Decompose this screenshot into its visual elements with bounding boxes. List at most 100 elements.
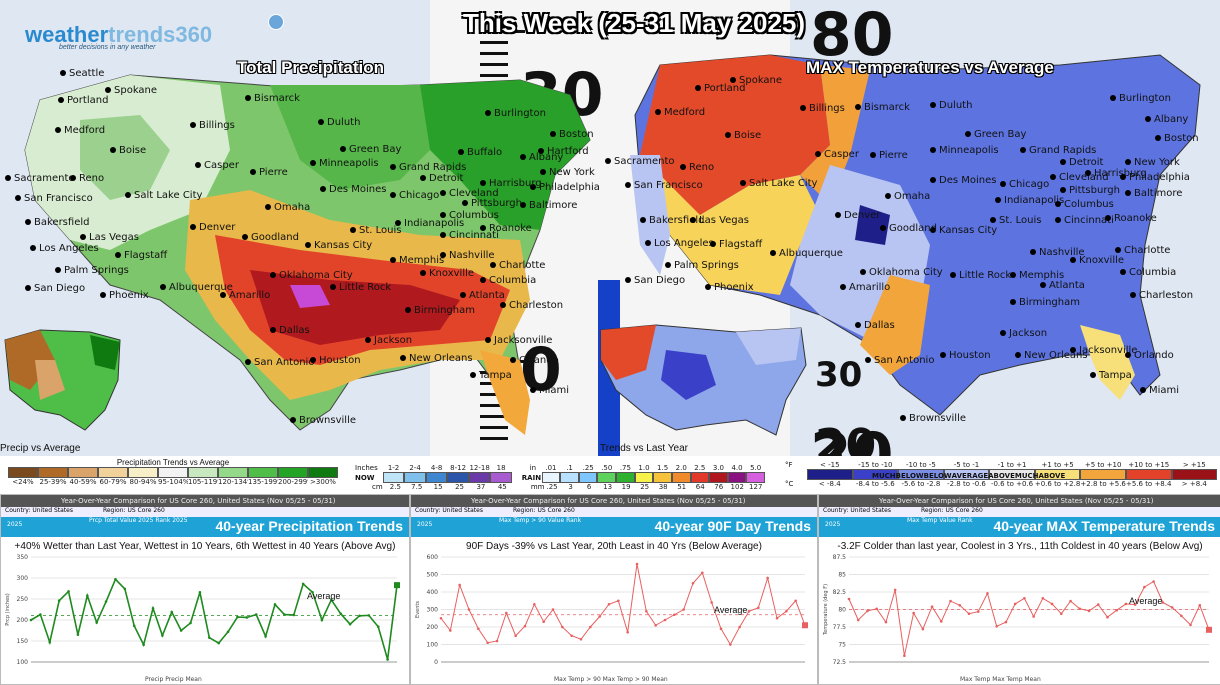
data-point[interactable] (376, 625, 380, 629)
data-point[interactable] (930, 605, 934, 608)
data-point[interactable] (866, 609, 869, 613)
data-point[interactable] (1041, 597, 1045, 600)
data-point[interactable] (236, 615, 239, 619)
data-point[interactable] (254, 613, 258, 616)
data-point[interactable] (132, 624, 136, 628)
data-point[interactable] (949, 599, 952, 603)
data-point[interactable] (67, 590, 70, 593)
data-point[interactable] (1096, 603, 1100, 606)
data-point[interactable] (311, 590, 314, 594)
data-point[interactable] (579, 637, 583, 641)
data-point[interactable] (458, 583, 461, 587)
data-point[interactable] (1133, 603, 1137, 606)
data-point[interactable] (29, 618, 33, 622)
data-point[interactable] (467, 608, 471, 611)
data-point[interactable] (273, 603, 277, 606)
data-point[interactable] (1189, 623, 1192, 627)
data-point[interactable] (86, 594, 89, 597)
data-point[interactable] (542, 620, 545, 624)
precipitation-map[interactable]: Seattle Spokane Portland Medford Boise Billin… (0, 60, 600, 460)
data-point[interactable] (208, 636, 211, 639)
data-point[interactable] (729, 643, 732, 646)
data-point[interactable] (179, 629, 183, 632)
data-point[interactable] (958, 604, 962, 607)
data-point[interactable] (245, 616, 249, 619)
data-point[interactable] (1069, 599, 1072, 603)
data-point[interactable] (57, 599, 61, 602)
data-point[interactable] (757, 606, 760, 610)
data-point[interactable] (330, 598, 333, 602)
data-point[interactable] (292, 613, 296, 617)
data-point[interactable] (794, 599, 797, 603)
data-point[interactable] (1004, 620, 1008, 624)
data-point[interactable] (617, 599, 620, 603)
data-point[interactable] (995, 625, 998, 628)
region-select[interactable]: Region: US Core 260 (512, 507, 575, 514)
data-point[interactable] (1060, 612, 1063, 615)
data-point[interactable] (76, 633, 80, 636)
data-point[interactable] (1115, 608, 1118, 612)
data-point[interactable] (1013, 602, 1017, 606)
data-point[interactable] (104, 600, 108, 603)
data-point[interactable] (301, 582, 305, 586)
data-point[interactable] (386, 658, 389, 661)
data-point[interactable] (785, 609, 788, 613)
data-point[interactable] (123, 587, 127, 591)
data-point[interactable] (856, 618, 860, 622)
data-point[interactable] (320, 618, 324, 622)
data-point[interactable] (142, 643, 145, 647)
data-point[interactable] (561, 625, 564, 629)
data-point[interactable] (673, 613, 676, 617)
data-point[interactable] (1161, 601, 1165, 604)
data-point[interactable] (1152, 580, 1155, 583)
data-point[interactable] (893, 588, 897, 592)
data-point[interactable] (39, 613, 42, 616)
data-point[interactable] (523, 624, 527, 628)
data-point[interactable] (986, 592, 989, 595)
data-point[interactable] (339, 612, 342, 615)
data-point[interactable] (967, 612, 971, 615)
data-point[interactable] (847, 597, 851, 601)
temperature-map[interactable]: Spokane Portland Medford Boise Billings Bisma… (600, 45, 1220, 445)
data-point[interactable] (682, 608, 685, 611)
data-point[interactable] (48, 640, 52, 644)
data-point[interactable] (161, 634, 164, 637)
data-point[interactable] (912, 611, 915, 615)
data-point[interactable] (654, 623, 657, 627)
country-select[interactable]: Country: United States (5, 507, 73, 514)
data-point[interactable] (505, 611, 508, 615)
data-point[interactable] (1143, 585, 1146, 589)
data-point[interactable] (635, 562, 639, 566)
data-point[interactable] (903, 654, 906, 657)
region-select[interactable]: Region: US Core 260 (920, 507, 983, 514)
data-point[interactable] (226, 630, 230, 634)
data-point[interactable] (1106, 615, 1109, 619)
data-point[interactable] (1050, 602, 1054, 606)
data-point[interactable] (691, 581, 695, 585)
data-point[interactable] (626, 630, 629, 634)
data-point[interactable] (1170, 606, 1174, 609)
data-point[interactable] (551, 608, 555, 611)
data-point[interactable] (921, 627, 925, 631)
data-point[interactable] (151, 606, 155, 610)
data-point[interactable] (663, 618, 667, 622)
country-select[interactable]: Country: United States (415, 507, 483, 514)
data-point[interactable] (367, 614, 371, 617)
data-point[interactable] (1032, 615, 1035, 618)
trend-chart-panel[interactable]: Year-Over-Year Comparison for US Core 26… (0, 494, 410, 685)
data-point[interactable] (495, 639, 499, 643)
trend-chart-panel[interactable]: Year-Over-Year Comparison for US Core 26… (818, 494, 1220, 685)
data-point[interactable] (875, 607, 878, 611)
data-point[interactable] (439, 616, 443, 620)
data-point[interactable] (217, 641, 220, 645)
data-point[interactable] (1087, 609, 1091, 613)
data-point[interactable] (1124, 602, 1128, 606)
data-point[interactable] (449, 629, 452, 632)
data-point[interactable] (719, 627, 723, 631)
data-point[interactable] (775, 616, 779, 620)
region-select[interactable]: Region: US Core 260 (102, 507, 165, 514)
data-point[interactable] (198, 590, 202, 594)
country-select[interactable]: Country: United States (823, 507, 891, 514)
data-point[interactable] (570, 634, 573, 638)
trend-chart-panel[interactable]: Year-Over-Year Comparison for US Core 26… (410, 494, 818, 685)
